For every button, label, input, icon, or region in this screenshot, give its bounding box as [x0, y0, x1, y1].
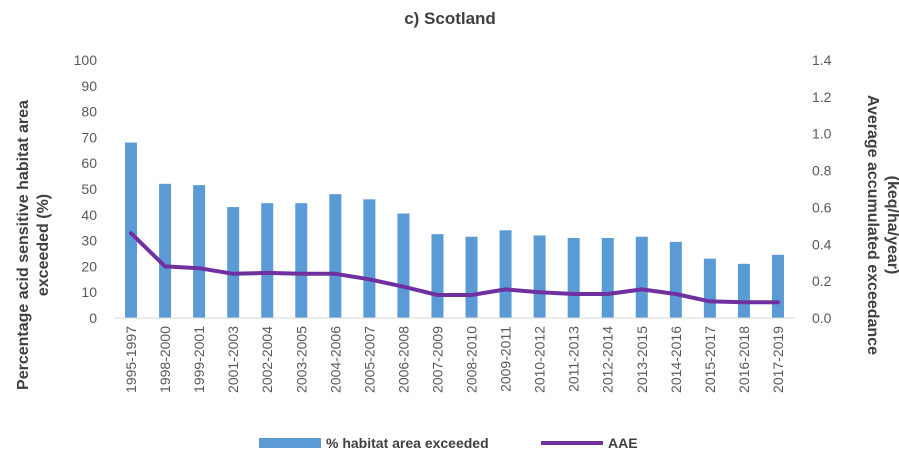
x-tick-label: 2012-2014 [600, 326, 616, 393]
x-tick-label: 2005-2007 [361, 326, 377, 393]
y2-axis-title: Average accumulated exceedance (keq/ha/y… [864, 95, 899, 355]
y-tick-label: 90 [81, 78, 97, 94]
y2-tick-label: 0.4 [812, 236, 832, 252]
x-tick-label: 2006-2008 [395, 326, 411, 393]
bar [567, 238, 580, 318]
bar [125, 142, 138, 318]
legend-line-label: AAE [608, 435, 638, 451]
y2-tick-label: 1.2 [812, 89, 832, 105]
y-axis-title: Percentage acid sensitive habitat area e… [15, 100, 52, 390]
bar [261, 203, 274, 318]
x-tick-label: 2003-2005 [293, 326, 309, 393]
legend: % habitat area exceeded AAE [259, 435, 638, 451]
bar [227, 207, 240, 318]
x-tick-label: 2007-2009 [429, 326, 445, 393]
y-tick-label: 40 [81, 207, 97, 223]
y2-tick-label: 0.2 [812, 273, 832, 289]
y-tick-label: 50 [81, 181, 97, 197]
y2-axis-title-line-1: Average accumulated exceedance [864, 95, 881, 355]
x-tick-label: 1995-1997 [123, 326, 139, 393]
x-tick-label: 2011-2013 [566, 326, 582, 392]
bar [329, 194, 342, 318]
x-tick-label: 2008-2010 [464, 326, 480, 393]
x-tick-label: 2016-2018 [736, 326, 752, 393]
y-tick-label: 80 [81, 104, 97, 120]
y2-tick-label: 0.8 [812, 163, 832, 179]
chart-title: c) Scotland [404, 9, 496, 28]
y-axis-ticks: 0 10 20 30 40 50 60 70 80 90 100 [74, 52, 98, 326]
x-tick-label: 2017-2019 [770, 326, 786, 393]
bar [771, 254, 784, 318]
x-tick-label: 2002-2004 [259, 326, 275, 393]
bar [737, 263, 750, 318]
x-tick-label: 2014-2016 [668, 326, 684, 393]
bar [669, 241, 682, 318]
bar [601, 238, 614, 318]
bar [465, 236, 478, 318]
bar [363, 199, 376, 318]
bar [159, 183, 172, 318]
y2-tick-label: 1.4 [812, 52, 832, 68]
y-tick-label: 0 [89, 310, 97, 326]
bar [533, 235, 546, 318]
x-tick-label: 1999-2001 [191, 326, 207, 393]
y-axis-title-line-1: Percentage acid sensitive habitat area [15, 100, 32, 390]
line-series [129, 231, 780, 305]
aae-line [129, 231, 780, 305]
bar [431, 234, 444, 318]
x-tick-label: 1998-2000 [157, 326, 173, 393]
y2-tick-label: 0.0 [812, 310, 832, 326]
bar [295, 203, 308, 318]
y2-tick-label: 1.0 [812, 126, 832, 142]
y-tick-label: 10 [81, 284, 97, 300]
bar [703, 258, 716, 318]
legend-bar-label: % habitat area exceeded [326, 435, 489, 451]
x-tick-label: 2013-2015 [634, 326, 650, 393]
y2-axis-title-line-2: (keq/ha/year) [884, 176, 899, 275]
y-tick-label: 70 [81, 129, 97, 145]
x-tick-label: 2009-2011 [498, 326, 514, 392]
bar [499, 230, 512, 318]
y2-tick-label: 0.6 [812, 199, 832, 215]
x-axis-ticks: 1995-1997 1998-2000 1999-2001 2001-2003 2002… [123, 326, 786, 393]
bar [397, 213, 410, 318]
x-tick-label: 2001-2003 [225, 326, 241, 393]
bar [635, 236, 648, 318]
y-tick-label: 30 [81, 233, 97, 249]
x-tick-label: 2004-2006 [327, 326, 343, 393]
y-tick-label: 60 [81, 155, 97, 171]
legend-bar-swatch [259, 438, 321, 448]
x-tick-label: 2015-2017 [702, 326, 718, 393]
bar-series [125, 142, 784, 318]
y-axis-title-line-2: exceeded (%) [35, 194, 52, 296]
y2-axis-ticks: 0.0 0.2 0.4 0.6 0.8 1.0 1.2 1.4 [812, 52, 832, 326]
y-tick-label: 20 [81, 258, 97, 274]
x-tick-label: 2010-2012 [532, 326, 548, 393]
y-tick-label: 100 [74, 52, 98, 68]
bar [193, 185, 206, 318]
